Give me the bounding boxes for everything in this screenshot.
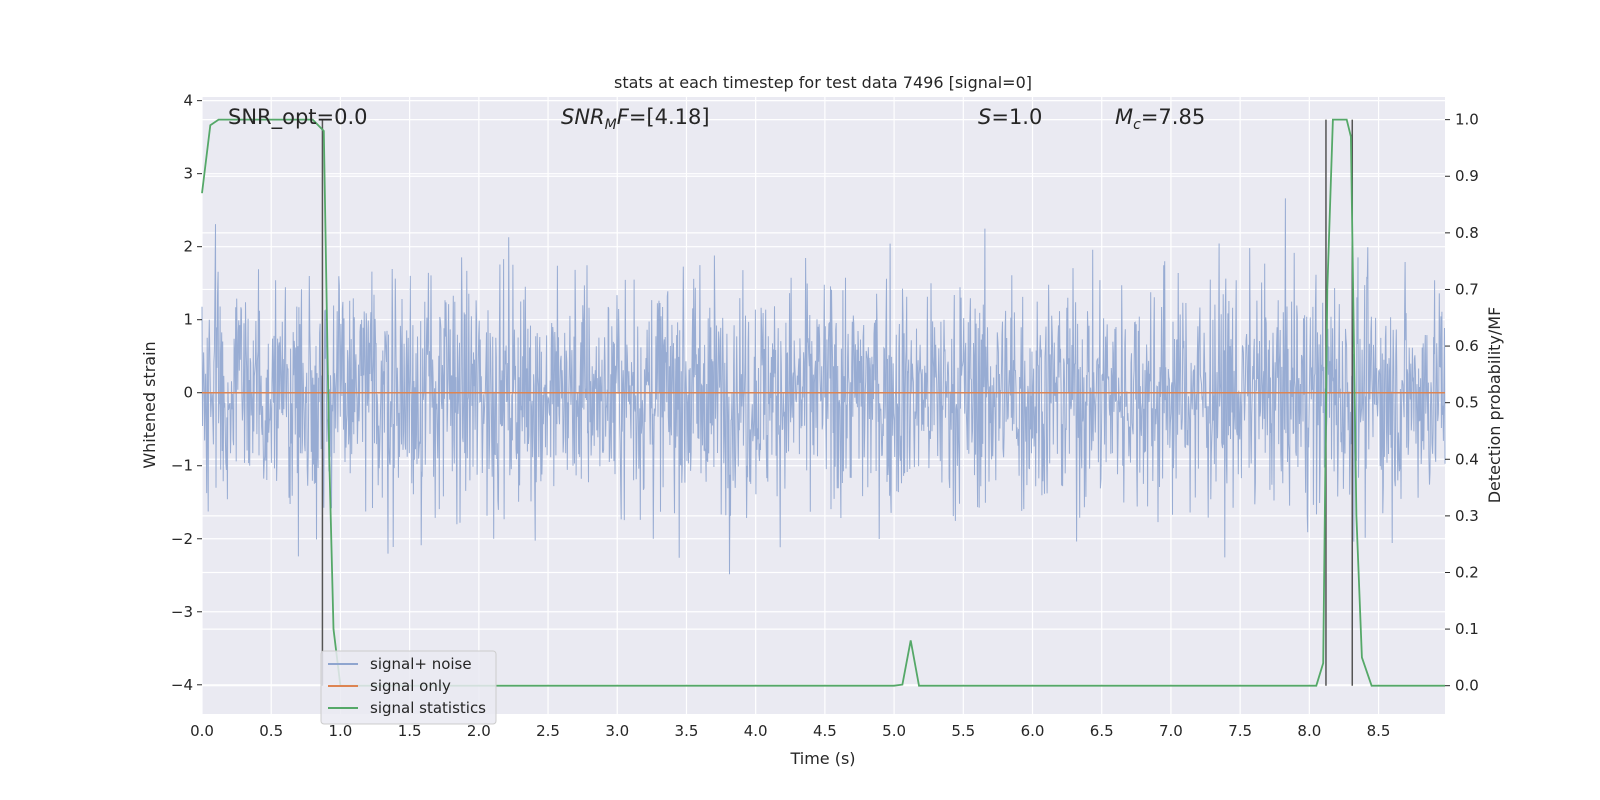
- signal-noise-line: [201, 198, 1446, 575]
- signal-statistics-line: [201, 118, 1445, 687]
- y2-tick-label: 1.0: [1455, 111, 1479, 129]
- s-stat-annotation: S=1.0: [978, 105, 1042, 129]
- legend-box: [320, 650, 497, 725]
- x-tick-label: 0.5: [259, 722, 283, 740]
- y-tick-label: −4: [171, 676, 193, 694]
- s-stat-value: =1.0: [991, 105, 1042, 129]
- mc-value: =7.85: [1141, 105, 1205, 129]
- x-tick-label: 5.0: [882, 722, 906, 740]
- x-tick-label: 6.0: [1021, 722, 1045, 740]
- y-axis-ticks: 4 3 2 1 0 −1 −2 −3 −4: [171, 92, 202, 694]
- snr-opt-annotation: SNR_opt=0.0: [228, 105, 368, 130]
- x-tick-label: 2.0: [467, 722, 491, 740]
- x-tick-label: 2.5: [536, 722, 560, 740]
- x-tick-label: 4.0: [744, 722, 768, 740]
- y2-tick-label: 0.9: [1455, 167, 1479, 185]
- x-tick-label: 7.0: [1159, 722, 1183, 740]
- x-tick-label: 0.0: [190, 722, 214, 740]
- y-tick-label: −1: [171, 457, 193, 475]
- x-axis-ticks: 0.0 0.5 1.0 1.5 2.0 2.5 3.0 3.5 4.0 4.5 5.0 5.5 6.0 6…: [190, 722, 1390, 740]
- y-tick-label: 0: [183, 384, 193, 402]
- y2-tick-label: 0.6: [1455, 337, 1479, 355]
- y2-tick-label: 0.2: [1455, 563, 1479, 581]
- legend-label-signal-only: signal only: [370, 677, 451, 695]
- y2-tick-label: 0.8: [1455, 224, 1479, 242]
- snr-mf-annotation: SNRMF=[4.18]: [561, 105, 710, 133]
- x-tick-label: 3.0: [605, 722, 629, 740]
- x-tick-label: 3.5: [675, 722, 699, 740]
- y-tick-label: 2: [183, 238, 193, 256]
- legend-label-signal-statistics: signal statistics: [370, 699, 486, 717]
- y-tick-label: 3: [183, 165, 193, 183]
- signal-statistics-series: [201, 118, 1445, 687]
- x-tick-label: 8.5: [1367, 722, 1391, 740]
- chart-title: stats at each timestep for test data 749…: [614, 73, 1032, 92]
- y-tick-label: 4: [183, 92, 193, 110]
- x-tick-label: 4.5: [813, 722, 837, 740]
- x-tick-label: 8.0: [1297, 722, 1321, 740]
- signal-noise-series: [201, 198, 1446, 575]
- x-tick-label: 5.5: [951, 722, 975, 740]
- y2-tick-label: 0.1: [1455, 620, 1479, 638]
- y2-tick-label: 0.5: [1455, 394, 1479, 412]
- y2-tick-label: 0.3: [1455, 507, 1479, 525]
- y-tick-label: −2: [171, 530, 193, 548]
- legend: signal+ noise signal only signal statist…: [320, 650, 497, 725]
- y-axis-label: Whitened strain: [140, 341, 159, 468]
- x-tick-label: 1.0: [328, 722, 352, 740]
- x-tick-label: 1.5: [398, 722, 422, 740]
- y2-tick-label: 0.0: [1455, 677, 1479, 695]
- x-tick-label: 6.5: [1090, 722, 1114, 740]
- y2-axis-ticks: 1.0 0.9 0.8 0.7 0.6 0.5 0.4 0.3 0.2 0.1 0.0: [1445, 111, 1479, 695]
- mc-annotation: Mc=7.85: [1115, 105, 1205, 133]
- x-axis-label: Time (s): [789, 749, 855, 768]
- y-tick-label: 1: [183, 311, 193, 329]
- y-tick-label: −3: [171, 603, 193, 621]
- snr-mf-value: =[4.18]: [629, 105, 710, 129]
- y2-tick-label: 0.7: [1455, 280, 1479, 298]
- y2-axis-label: Detection probability/MF: [1485, 307, 1504, 504]
- legend-label-signal-noise: signal+ noise: [370, 655, 472, 673]
- x-tick-label: 7.5: [1228, 722, 1252, 740]
- y2-tick-label: 0.4: [1455, 450, 1479, 468]
